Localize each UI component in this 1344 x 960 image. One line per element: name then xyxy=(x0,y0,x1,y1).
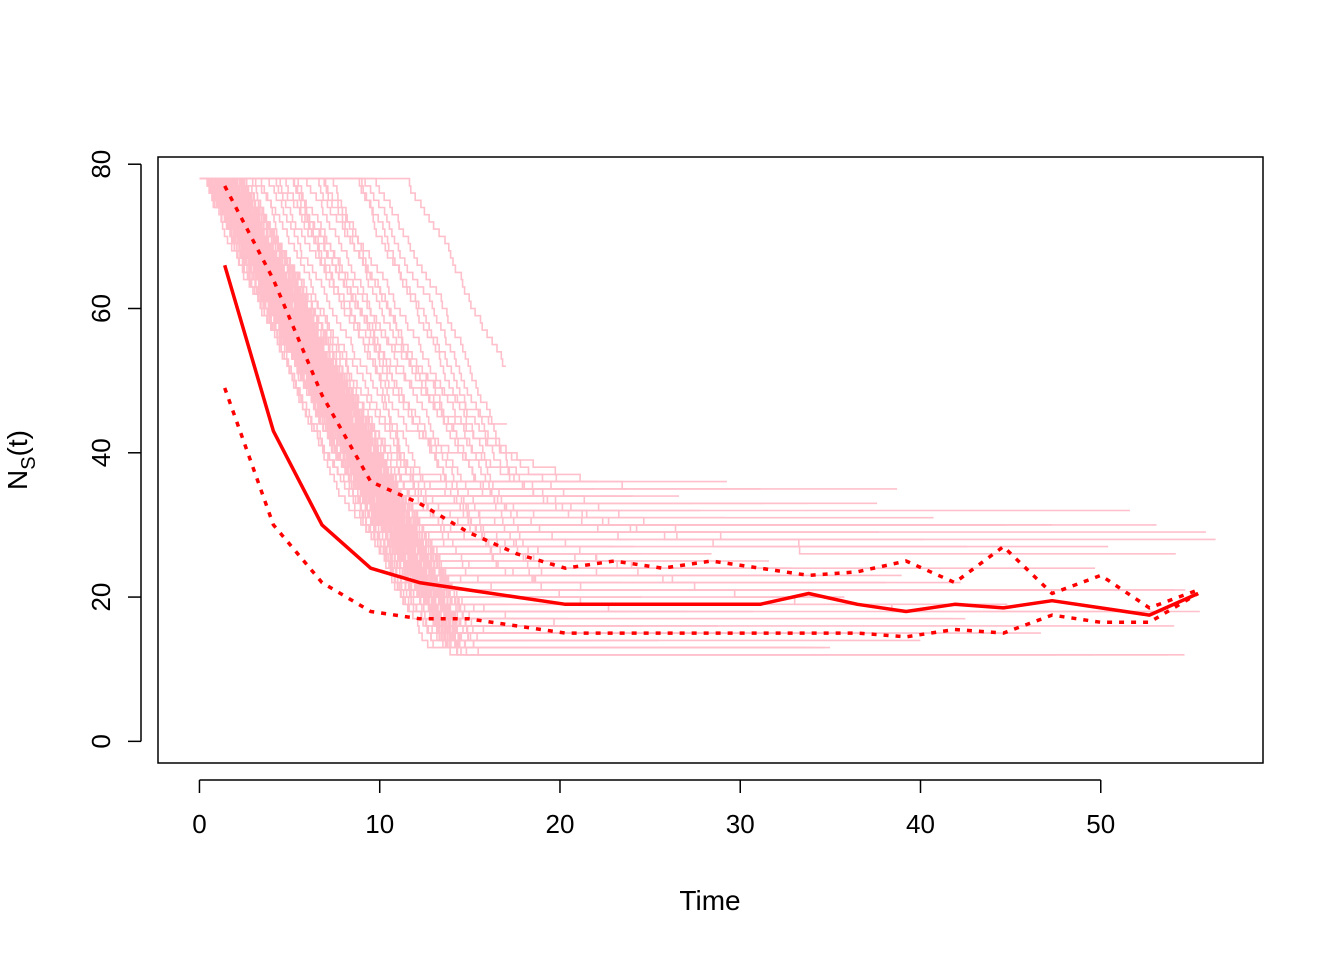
trajectory-line xyxy=(199,177,781,577)
trajectory-line xyxy=(199,177,614,548)
trajectory-line xyxy=(199,177,861,634)
x-tick-label: 30 xyxy=(726,809,755,839)
trajectory-line xyxy=(199,177,1186,591)
trajectory-line xyxy=(199,177,506,367)
x-tick-label: 50 xyxy=(1086,809,1115,839)
x-tick-label: 0 xyxy=(192,809,206,839)
trajectory-line xyxy=(199,177,1109,548)
y-tick-label: 80 xyxy=(86,150,116,179)
y-axis-title-tail: (t) xyxy=(2,430,33,456)
y-tick-label: 0 xyxy=(86,734,116,748)
trajectory-line xyxy=(199,177,825,649)
y-axis: 0 20 40 60 80 xyxy=(86,150,142,749)
trajectory-line xyxy=(199,177,1008,606)
trajectory-line xyxy=(199,177,507,425)
upper-series-line xyxy=(223,185,1199,610)
trajectory-line xyxy=(199,177,1206,533)
y-tick-label: 20 xyxy=(86,583,116,612)
x-tick-label: 20 xyxy=(546,809,575,839)
y-tick-label: 40 xyxy=(86,438,116,467)
trajectory-line xyxy=(199,177,1176,555)
trajectory-line xyxy=(199,177,679,497)
trajectory-line xyxy=(199,177,545,526)
y-tick-label: 60 xyxy=(86,294,116,323)
trajectory-layer xyxy=(199,177,1216,656)
median-series-line xyxy=(223,264,1199,617)
summary-series-layer xyxy=(223,185,1199,639)
y-axis-title-main: N xyxy=(2,470,33,490)
trajectory-line xyxy=(199,177,769,562)
x-axis-title: Time xyxy=(679,885,740,916)
trajectory-line xyxy=(199,177,547,577)
trajectory-line xyxy=(199,177,610,642)
trajectory-line xyxy=(199,177,814,649)
trajectory-line xyxy=(199,177,902,577)
trajectory-line xyxy=(199,177,507,627)
trajectory-line xyxy=(199,177,801,649)
x-tick-label: 40 xyxy=(906,809,935,839)
trajectory-line xyxy=(199,177,516,526)
y-axis-title: NS(t) xyxy=(2,430,40,490)
x-axis: 0 10 20 30 40 50 xyxy=(192,779,1115,839)
x-tick-label: 10 xyxy=(365,809,394,839)
y-axis-title-sub: S xyxy=(18,456,40,469)
trajectory-line xyxy=(199,177,802,649)
plot-frame xyxy=(157,156,1264,764)
trajectory-line xyxy=(199,177,765,649)
trajectory-line xyxy=(199,177,508,591)
